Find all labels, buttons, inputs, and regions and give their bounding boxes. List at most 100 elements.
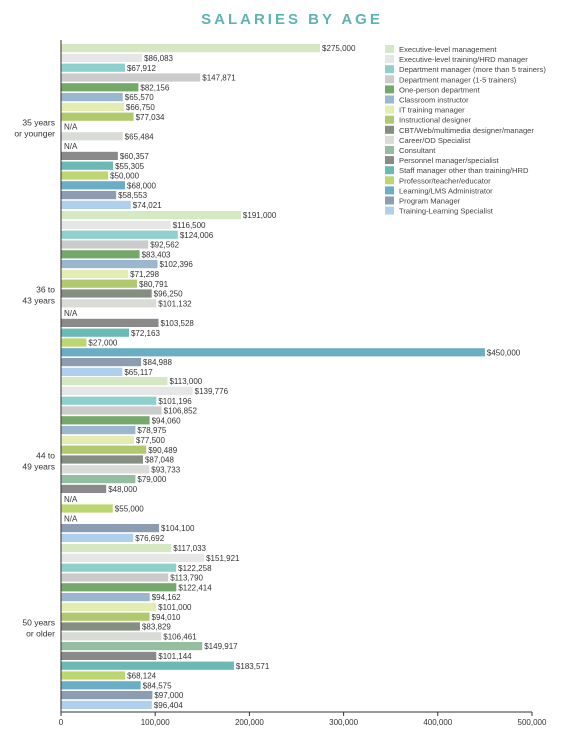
bar-g3-s14 <box>61 504 113 513</box>
bar-g3-s9 <box>61 455 143 464</box>
x-tick-label-2: 100,000 <box>141 718 170 727</box>
legend-label-7: IT training manager <box>399 106 465 115</box>
bar-g2-s17 <box>61 367 123 376</box>
bar-label-g2-s5: $83,403 <box>142 250 171 259</box>
legend-label-8: Instructional designer <box>399 116 472 125</box>
legend-swatch-13 <box>385 166 394 175</box>
bar-g1-s17 <box>61 200 131 209</box>
legend-label-4: Department manager (1-5 trainers) <box>399 75 517 84</box>
bar-label-g4-s12: $101,144 <box>158 652 192 661</box>
bar-g2-s2 <box>61 220 171 229</box>
bar-g3-s17 <box>61 533 134 542</box>
legend-label-11: Consultant <box>399 146 436 155</box>
legend-label-17: Training-Learning Specialist <box>399 207 494 216</box>
bar-label-g4-s9: $83,829 <box>142 623 171 632</box>
legend-swatch-6 <box>385 95 394 104</box>
bar-label-g1-s6: $65,570 <box>125 93 154 102</box>
bar-label-g3-s2: $139,776 <box>195 387 229 396</box>
bar-label-g1-s7: $66,750 <box>126 103 155 112</box>
bar-label-g3-s1: $113,000 <box>169 377 202 386</box>
bar-label-g3-s14: $55,000 <box>115 505 144 514</box>
bar-g4-s15 <box>61 681 141 690</box>
legend-swatch-9 <box>385 125 394 134</box>
bar-g2-s1 <box>61 211 241 220</box>
bar-g1-s6 <box>61 93 123 102</box>
bar-g2-s8 <box>61 279 138 288</box>
bar-g3-s5 <box>61 416 150 425</box>
bar-g3-s16 <box>61 524 160 533</box>
bar-label-g2-s10: $101,132 <box>158 299 192 308</box>
bar-g4-s2 <box>61 553 205 562</box>
legend-label-5: One-person department <box>399 85 481 94</box>
bar-g4-s7 <box>61 602 157 611</box>
bar-g2-s16 <box>61 358 142 367</box>
bar-label-g2-s2: $116,500 <box>173 221 206 230</box>
legend-swatch-1 <box>385 45 394 53</box>
legend-label-16: Program Manager <box>399 197 461 206</box>
legend-swatch-2 <box>385 55 394 64</box>
bar-g2-s14 <box>61 338 87 347</box>
x-tick-label-6: 500,000 <box>518 718 547 727</box>
bar-g1-s16 <box>61 191 117 200</box>
legend-label-2: Executive-level training/HRD manager <box>399 55 528 64</box>
bar-label-g4-s4: $113,790 <box>170 574 203 583</box>
legend-label-3: Department manager (more than 5 trainers… <box>399 65 546 74</box>
bar-label-g4-s16: $97,000 <box>154 691 183 700</box>
bar-g2-s15 <box>61 348 485 357</box>
group-label-3-line-2: 49 years <box>22 461 55 471</box>
bar-label-g1-s1: $275,000 <box>322 44 356 53</box>
legend-swatch-3 <box>385 65 394 74</box>
bar-label-g1-s5: $82,156 <box>140 83 169 92</box>
bar-g4-s5 <box>61 583 177 592</box>
bar-label-g1-s8: $77,034 <box>136 113 165 122</box>
bar-label-g2-s17: $65,117 <box>124 368 153 377</box>
bar-label-g1-s15: $68,000 <box>127 181 156 190</box>
bar-label-g4-s7: $101,000 <box>158 603 192 612</box>
bar-label-g2-s8: $80,791 <box>139 280 168 289</box>
group-label-4-line-1: 50 years <box>22 617 55 627</box>
group-label-1-line-2: or younger <box>14 128 55 138</box>
bar-label-g4-s17: $96,404 <box>154 701 183 710</box>
group-label-2-line-1: 36 to <box>36 284 55 294</box>
legend-swatch-17 <box>385 206 394 215</box>
legend-swatch-7 <box>385 105 394 114</box>
legend-label-14: Professor/teacher/educator <box>399 176 491 185</box>
bars-layer: $275,000$86,083$67,912$147,871$82,156$65… <box>61 44 521 710</box>
bar-label-g2-s4: $92,562 <box>150 241 179 250</box>
bar-g3-s7 <box>61 435 135 444</box>
bar-label-g1-s2: $86,083 <box>144 54 173 63</box>
bar-g4-s10 <box>61 632 162 641</box>
bar-label-g4-s15: $84,575 <box>143 681 172 690</box>
bar-label-g1-s9: N/A <box>64 123 78 132</box>
bar-label-g2-s14: $27,000 <box>88 339 117 348</box>
bar-g4-s17 <box>61 700 152 709</box>
legend-swatch-16 <box>385 196 394 205</box>
group-label-3-line-1: 44 to <box>36 450 55 460</box>
x-axis: 0 100,000 200,000 300,000 400,000 500,000 <box>59 40 547 727</box>
bar-label-g1-s13: $55,305 <box>115 162 144 171</box>
x-tick-label-4: 300,000 <box>329 718 358 727</box>
bar-g1-s1 <box>61 44 321 53</box>
bar-g2-s5 <box>61 250 140 259</box>
x-tick-label-5: 400,000 <box>423 718 452 727</box>
legend-swatch-10 <box>385 135 394 144</box>
x-tick-label-1: 0 <box>59 718 64 727</box>
bar-label-g1-s3: $67,912 <box>127 64 156 73</box>
bar-g4-s11 <box>61 642 203 651</box>
bar-label-g4-s8: $94,010 <box>152 613 181 622</box>
bar-g2-s4 <box>61 240 149 249</box>
bar-label-g1-s10: $65,484 <box>125 132 154 141</box>
bar-label-g2-s6: $102,396 <box>159 260 193 269</box>
bar-label-g2-s12: $103,528 <box>161 319 195 328</box>
bar-label-g3-s4: $106,852 <box>164 407 198 416</box>
chart-title: SALARIES BY AGE <box>201 11 383 28</box>
bar-label-g2-s7: $71,298 <box>130 270 159 279</box>
legend-label-15: Learning/LMS Administrator <box>399 186 493 195</box>
bar-label-g3-s8: $90,489 <box>148 446 177 455</box>
bar-g1-s7 <box>61 102 124 111</box>
bar-g1-s3 <box>61 63 125 72</box>
bar-label-g3-s6: $78,975 <box>137 426 166 435</box>
group-label-2-line-2: 43 years <box>22 295 55 305</box>
